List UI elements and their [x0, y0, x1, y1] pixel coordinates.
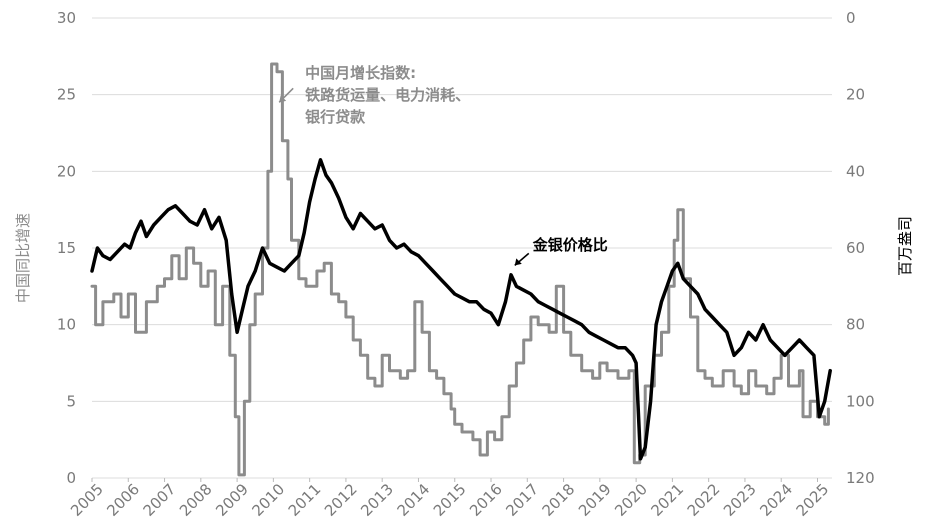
x-tick-label: 2009 [212, 480, 252, 520]
left-axis-title: 中国同比增速 [14, 213, 32, 303]
right-tick-label: 120 [846, 469, 875, 487]
x-tick-label: 2013 [357, 480, 397, 520]
x-tick-label: 2018 [539, 480, 579, 520]
left-tick-label: 5 [66, 392, 76, 410]
x-tick-label: 2015 [430, 480, 470, 520]
annotation-china-index-label: 中国月增长指数: [305, 64, 416, 82]
annotation-gold-silver-label: 金银价格比 [532, 236, 608, 254]
right-tick-label: 0 [846, 9, 856, 27]
x-tick-label: 2014 [394, 480, 434, 520]
left-tick-label: 30 [57, 9, 76, 27]
x-tick-label: 2007 [140, 480, 180, 520]
x-tick-label: 2008 [176, 480, 216, 520]
x-tick-label: 2010 [248, 480, 288, 520]
right-tick-label: 40 [846, 162, 865, 180]
x-tick-label: 2022 [684, 480, 724, 520]
x-tick-label: 2021 [647, 480, 687, 520]
left-tick-label: 20 [57, 162, 76, 180]
left-tick-label: 15 [57, 239, 76, 257]
annotation-arrow-head [279, 95, 287, 103]
x-tick-label: 2019 [575, 480, 615, 520]
right-tick-label: 20 [846, 86, 865, 104]
x-tick-label: 2012 [321, 480, 361, 520]
x-tick-label: 2016 [466, 480, 506, 520]
x-tick-label: 2011 [285, 480, 325, 520]
x-tick-label: 2020 [611, 480, 651, 520]
annotation-china-index-label: 铁路货运量、电力消耗、 [305, 86, 470, 104]
x-tick-label: 2023 [720, 480, 760, 520]
x-tick-label: 2006 [103, 480, 143, 520]
x-tick-label: 2017 [502, 480, 542, 520]
right-tick-label: 80 [846, 316, 865, 334]
left-tick-label: 25 [57, 86, 76, 104]
series-line-gold-silver-ratio [90, 158, 832, 461]
x-tick-label: 2025 [793, 480, 833, 520]
left-tick-label: 0 [66, 469, 76, 487]
right-axis-title: 百万盎司 [896, 216, 914, 276]
right-tick-label: 60 [846, 239, 865, 257]
annotation-china-index-label: 银行贷款 [305, 108, 366, 126]
annotation-arrow-head [514, 258, 522, 266]
left-tick-label: 10 [57, 316, 76, 334]
right-tick-label: 100 [846, 392, 875, 410]
x-tick-label: 2024 [756, 480, 796, 520]
series-line-china-growth-index [90, 62, 830, 477]
